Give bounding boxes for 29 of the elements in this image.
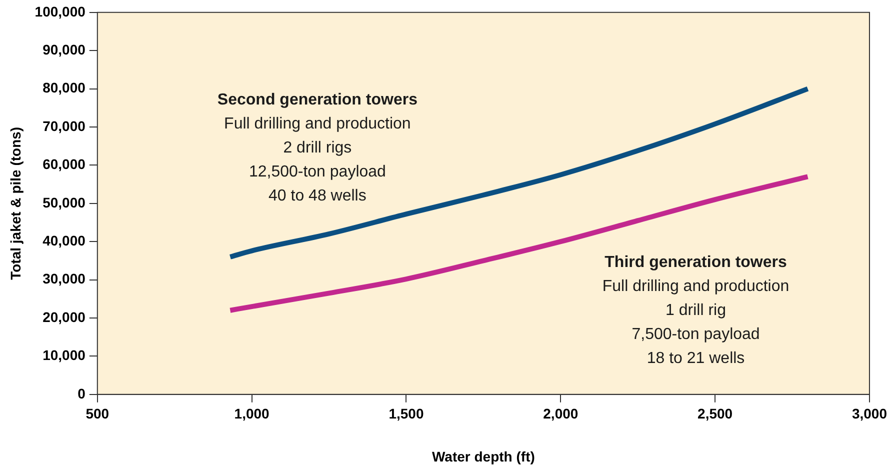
x-tick-label: 500 [86,406,110,422]
x-tick-label: 1,000 [234,406,270,422]
y-tick-label: 50,000 [42,194,86,210]
annotation: 40 to 48 wells [268,188,366,205]
x-tick-label: 2,500 [698,406,733,422]
y-tick-label: 0 [78,385,86,402]
annotation: Full drilling and production [224,116,411,133]
x-axis-title: Water depth (ft) [432,448,535,464]
y-tick-label: 10,000 [42,347,86,364]
annotation: 7,500-ton payload [632,326,760,344]
y-tick-label: 90,000 [42,41,86,58]
annotation: Second generation towers [217,92,418,109]
y-tick-label: 60,000 [42,156,86,172]
annotation: 1 drill rig [666,302,726,320]
annotation: 18 to 21 wells [646,350,745,368]
annotation: Third generation towers [604,254,787,272]
x-tick-label: 2,000 [543,406,578,422]
y-tick-label: 20,000 [42,308,86,325]
y-tick-label: 70,000 [42,118,86,134]
annotation: 12,500-ton payload [248,164,386,181]
annotation: Full drilling and production [602,278,790,296]
y-tick-label: 100,000 [34,3,86,20]
y-tick-label: 40,000 [42,232,86,248]
x-tick-label: 3,000 [852,406,888,422]
y-tick-label: 30,000 [42,270,86,287]
annotation: 2 drill rigs [283,140,352,157]
x-tick-label: 1,500 [388,406,424,422]
y-tick-label: 80,000 [42,80,86,96]
y-axis-title: Total jaket & pile (tons) [7,126,24,280]
